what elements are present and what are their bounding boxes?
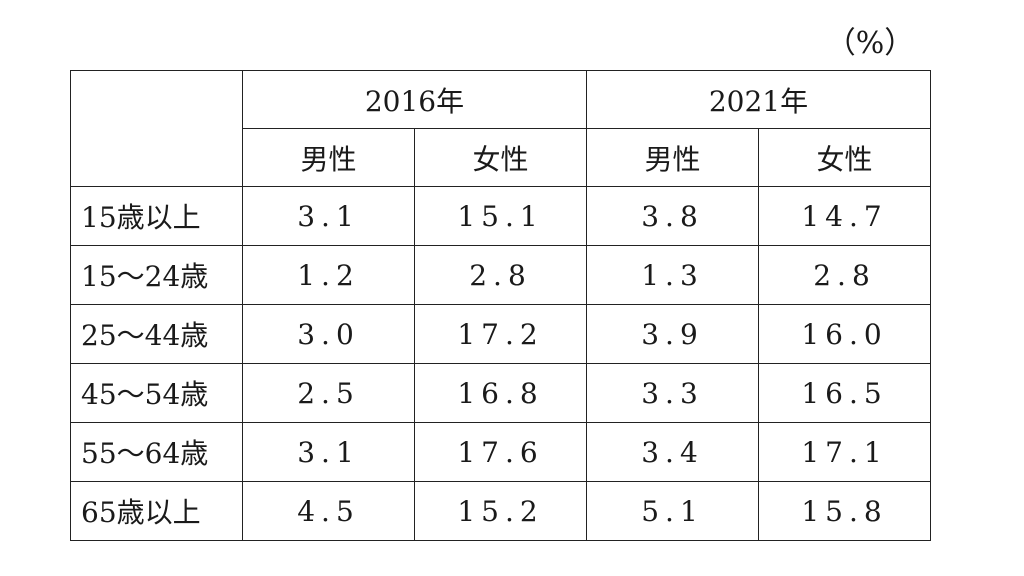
table-row: 15～24歳 1.2 2.8 1.3 2.8 <box>70 245 931 305</box>
value-cell: 1.3 <box>586 245 759 305</box>
row-label: 25～44歳 <box>70 304 243 364</box>
value-cell: 2.8 <box>414 245 587 305</box>
value-cell: 2.5 <box>242 363 415 423</box>
year-header-2021: 2021年 <box>586 70 931 129</box>
gender-header-female-2021: 女性 <box>758 128 931 187</box>
gender-header-male-2021: 男性 <box>586 128 759 187</box>
value-cell: 4.5 <box>242 481 415 541</box>
data-table: 2016年 2021年 男性 女性 男性 女性 15歳以上 3.1 15.1 3… <box>70 70 931 541</box>
value-cell: 2.8 <box>758 245 931 305</box>
header-row-years: 2016年 2021年 <box>70 70 931 187</box>
table-row: 15歳以上 3.1 15.1 3.8 14.7 <box>70 186 931 246</box>
value-cell: 3.4 <box>586 422 759 482</box>
row-label: 15歳以上 <box>70 186 243 246</box>
value-cell: 17.2 <box>414 304 587 364</box>
table-row: 65歳以上 4.5 15.2 5.1 15.8 <box>70 481 931 541</box>
corner-cell <box>70 70 243 187</box>
row-label: 55～64歳 <box>70 422 243 482</box>
value-cell: 3.8 <box>586 186 759 246</box>
value-cell: 16.8 <box>414 363 587 423</box>
row-label: 45～54歳 <box>70 363 243 423</box>
table-row: 45～54歳 2.5 16.8 3.3 16.5 <box>70 363 931 423</box>
unit-label: （%） <box>825 26 915 61</box>
value-cell: 3.0 <box>242 304 415 364</box>
value-cell: 3.1 <box>242 422 415 482</box>
value-cell: 3.3 <box>586 363 759 423</box>
row-label: 65歳以上 <box>70 481 243 541</box>
value-cell: 15.8 <box>758 481 931 541</box>
value-cell: 3.1 <box>242 186 415 246</box>
year-header-2016: 2016年 <box>242 70 587 129</box>
value-cell: 3.9 <box>586 304 759 364</box>
value-cell: 15.1 <box>414 186 587 246</box>
row-label: 15～24歳 <box>70 245 243 305</box>
value-cell: 5.1 <box>586 481 759 541</box>
value-cell: 17.6 <box>414 422 587 482</box>
value-cell: 15.2 <box>414 481 587 541</box>
value-cell: 17.1 <box>758 422 931 482</box>
value-cell: 16.0 <box>758 304 931 364</box>
value-cell: 14.7 <box>758 186 931 246</box>
value-cell: 1.2 <box>242 245 415 305</box>
gender-header-male-2016: 男性 <box>242 128 415 187</box>
gender-header-female-2016: 女性 <box>414 128 587 187</box>
value-cell: 16.5 <box>758 363 931 423</box>
table-row: 55～64歳 3.1 17.6 3.4 17.1 <box>70 422 931 482</box>
table-row: 25～44歳 3.0 17.2 3.9 16.0 <box>70 304 931 364</box>
